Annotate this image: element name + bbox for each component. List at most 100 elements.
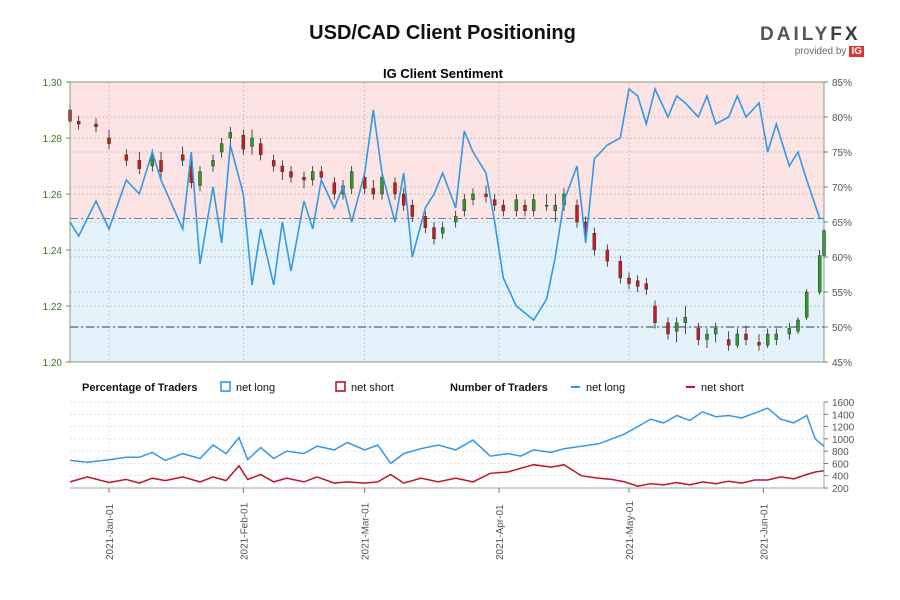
candle-body <box>76 120 81 125</box>
candle-body <box>180 154 185 161</box>
left-tick-label: 1.30 <box>43 78 63 89</box>
net-short-traders-line <box>69 463 825 487</box>
candle-body <box>683 317 688 324</box>
right-tick-label: 50% <box>832 323 852 334</box>
candle-body <box>362 176 367 189</box>
chart-subtitle: IG Client Sentiment <box>383 66 504 81</box>
candle-body <box>514 199 519 212</box>
brand-name: DAILYFX <box>760 24 861 45</box>
left-tick-label: 1.20 <box>43 358 63 369</box>
legend-pct-title: Percentage of Traders <box>82 382 198 394</box>
brand-provided-by: provided by IG <box>794 46 864 57</box>
candle-body <box>198 171 202 186</box>
candle-body <box>674 322 679 332</box>
candle-body <box>666 322 670 335</box>
candle-body <box>635 280 640 287</box>
right-tick-label: 70% <box>832 183 852 194</box>
sub-tick-label: 600 <box>832 459 849 470</box>
candle-body <box>705 333 709 340</box>
candle-body <box>310 171 315 181</box>
candle-body <box>410 204 415 217</box>
sub-tick-label: 1000 <box>832 435 855 446</box>
candle-body <box>380 176 384 195</box>
candle-body <box>553 204 558 211</box>
candle-body <box>484 193 488 197</box>
legend-long-swatch <box>220 381 231 392</box>
candle-body <box>796 319 800 332</box>
legend-short-swatch <box>335 381 346 392</box>
right-tick-label: 60% <box>832 253 852 264</box>
candle-body <box>765 333 770 346</box>
right-tick-label: 65% <box>832 218 852 229</box>
candle-body <box>605 249 610 262</box>
x-tick-label: 2021-Jun-01 <box>759 503 770 560</box>
legend-long-label: net long <box>236 382 275 394</box>
candle-body <box>401 193 406 206</box>
candle-body <box>349 171 354 189</box>
chart-title: USD/CAD Client Positioning <box>309 22 576 44</box>
candle-body <box>804 291 809 318</box>
right-tick-label: 75% <box>832 148 852 159</box>
candle-body <box>757 342 761 346</box>
candle-body <box>471 193 475 200</box>
candle-body <box>124 154 129 161</box>
sub-tick-label: 1400 <box>832 410 855 421</box>
candle-body <box>575 204 579 223</box>
sub-tick-label: 1200 <box>832 423 855 434</box>
candle-body <box>137 160 142 169</box>
sub-tick-label: 800 <box>832 447 849 458</box>
candle-body <box>492 199 497 206</box>
candle-body <box>618 261 623 279</box>
price-sentiment-panel: 1.20 1.22 1.24 1.26 1.28 1.30 45% 50% 55% 60% 65% 7… <box>43 78 853 369</box>
x-tick-label: 2021-May-01 <box>625 501 636 560</box>
candle-body <box>653 305 657 323</box>
candle-body <box>393 182 397 195</box>
sub-tick-label: 1600 <box>832 398 855 409</box>
candle-body <box>523 204 527 211</box>
candle-body <box>219 143 224 153</box>
left-tick-label: 1.28 <box>43 134 63 145</box>
left-tick-label: 1.22 <box>43 302 63 313</box>
candle-body <box>696 328 701 340</box>
candle-body <box>501 204 506 211</box>
candle-body <box>159 160 163 172</box>
candle-body <box>627 277 631 284</box>
candle-body <box>744 333 748 340</box>
candle-body <box>713 328 718 335</box>
candle-body <box>241 134 246 150</box>
candle-body <box>371 188 376 195</box>
candle-body <box>228 132 233 139</box>
x-tick-label: 2021-Apr-01 <box>495 504 506 560</box>
candle-body <box>289 171 293 178</box>
candle-body <box>94 123 98 127</box>
right-tick-label: 45% <box>832 358 852 369</box>
candle-body <box>787 328 792 335</box>
legend-short-line-label: net short <box>701 382 744 394</box>
candle-body <box>319 171 324 178</box>
net-long-pct-line <box>69 86 824 322</box>
right-tick-label: 80% <box>832 113 852 124</box>
candle-body <box>817 255 822 293</box>
candle-body <box>462 199 467 212</box>
candle-body <box>774 333 779 340</box>
right-tick-label: 55% <box>832 288 852 299</box>
net-long-traders-line <box>69 407 825 465</box>
candle-body <box>453 216 458 223</box>
candle-body <box>592 232 597 251</box>
candle-body <box>211 160 215 167</box>
x-tick-label: 2021-Feb-01 <box>239 502 250 560</box>
candle-body <box>302 176 306 181</box>
candle-body <box>280 165 285 172</box>
sub-tick-label: 400 <box>832 472 849 483</box>
legend-short-label: net short <box>351 382 394 394</box>
candle-body <box>440 227 445 234</box>
candle-body <box>644 283 649 290</box>
candle-body <box>531 199 536 212</box>
candle-body <box>332 182 337 195</box>
left-tick-label: 1.26 <box>43 190 63 201</box>
candle-body <box>423 216 428 228</box>
candle-body <box>432 227 436 240</box>
legend-long-line-label: net long <box>586 382 625 394</box>
